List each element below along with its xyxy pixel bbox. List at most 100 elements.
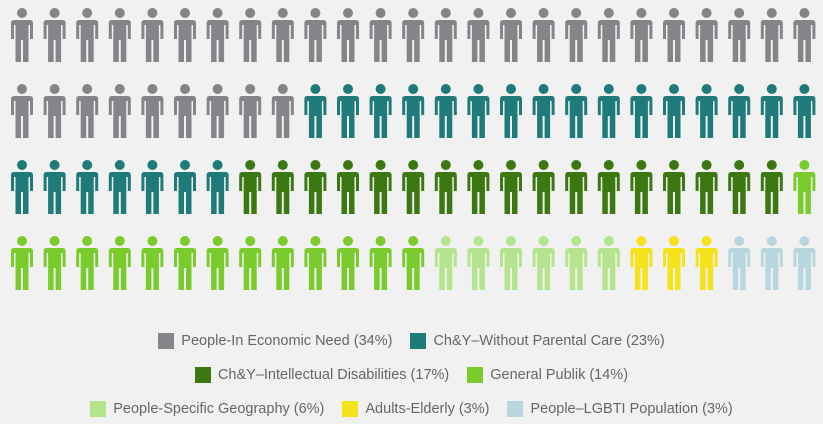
legend-label: People–LGBTI Population [530, 401, 699, 417]
person-icon [434, 84, 457, 138]
person-icon [565, 160, 588, 214]
person-icon [337, 84, 359, 138]
person-icon [304, 160, 327, 214]
person-icon [271, 84, 294, 138]
person-icon [695, 84, 718, 138]
person-icon [174, 84, 196, 138]
person-icon [630, 84, 653, 138]
person-icon [597, 236, 620, 290]
legend-item: Ch&Y–Without Parental Care (23%) [410, 333, 665, 349]
person-icon [532, 236, 555, 290]
person-icon [532, 8, 555, 62]
person-icon [402, 84, 425, 138]
person-icon [402, 160, 425, 214]
person-icon [434, 8, 457, 62]
person-icon [728, 84, 751, 138]
person-icon [43, 160, 66, 214]
person-icon [76, 8, 99, 62]
person-icon [141, 236, 164, 290]
person-icon [793, 236, 816, 290]
person-icon [271, 236, 294, 290]
person-icon [793, 160, 816, 214]
person-icon [467, 236, 490, 290]
legend-percent: (17%) [410, 367, 450, 383]
person-icon [760, 160, 783, 214]
person-icon [500, 8, 522, 62]
legend-percent: (14%) [589, 367, 629, 383]
person-icon [369, 236, 392, 290]
person-icon [141, 8, 164, 62]
person-icon [402, 8, 425, 62]
person-icon [206, 160, 229, 214]
person-icon [630, 236, 653, 290]
legend-label: Ch&Y–Without Parental Care [433, 333, 623, 349]
legend-swatch [90, 401, 107, 417]
person-icon [728, 160, 751, 214]
person-icon [532, 160, 555, 214]
legend-percent: (34%) [353, 333, 393, 349]
person-icon [728, 8, 751, 62]
legend-swatch [507, 401, 524, 417]
person-icon [304, 8, 327, 62]
pictogram-grid [11, 8, 816, 290]
person-icon [369, 84, 392, 138]
person-icon [597, 84, 620, 138]
person-icon [793, 84, 816, 138]
legend-label: Ch&Y–Intellectual Disabilities [217, 367, 407, 383]
person-icon [304, 84, 327, 138]
person-icon [206, 8, 229, 62]
person-icon [76, 84, 99, 138]
person-icon [467, 8, 490, 62]
person-icon [206, 236, 229, 290]
legend-row: People-Specific Geography (6%) Adults-Elde… [0, 401, 823, 417]
person-icon [43, 84, 66, 138]
person-icon [141, 160, 164, 214]
legend-item: People–LGBTI Population (3%) [507, 401, 733, 417]
person-icon [43, 236, 66, 290]
legend-label: People-In Economic Need [181, 333, 350, 349]
legend-percent: (23%) [626, 333, 665, 349]
legend-swatch [467, 367, 484, 383]
legend-swatch [410, 333, 427, 349]
person-icon [304, 236, 327, 290]
person-icon [271, 160, 294, 214]
person-icon [108, 236, 131, 290]
legend-percent: (3%) [702, 401, 733, 417]
legend-percent: (6%) [293, 401, 325, 417]
legend-item: Ch&Y–Intellectual Disabilities (17%) [194, 367, 450, 383]
person-icon [239, 8, 262, 62]
person-icon [434, 236, 457, 290]
person-icon [760, 84, 783, 138]
legend-label: Adults-Elderly [365, 401, 455, 417]
person-icon [565, 236, 588, 290]
person-icon [695, 160, 718, 214]
person-icon [728, 236, 751, 290]
person-icon [467, 84, 490, 138]
person-icon [695, 8, 718, 62]
person-icon [108, 160, 131, 214]
person-icon [11, 84, 33, 138]
person-icon [206, 84, 229, 138]
legend-swatch [158, 333, 175, 349]
person-icon [402, 236, 425, 290]
legend-swatch [342, 401, 359, 417]
person-icon [369, 160, 392, 214]
person-icon [337, 8, 359, 62]
legend-item: General Publik (14%) [467, 367, 628, 383]
person-icon [239, 236, 262, 290]
person-icon [239, 160, 262, 214]
person-icon [108, 84, 131, 138]
legend-item: People-Specific Geography (6%) [90, 401, 324, 417]
person-icon [141, 84, 164, 138]
person-icon [793, 8, 816, 62]
person-icon [337, 160, 359, 214]
person-icon [695, 236, 718, 290]
person-icon [663, 8, 685, 62]
person-icon [11, 8, 33, 62]
person-icon [663, 236, 685, 290]
legend-row: People-In Economic Need (34%) Ch&Y–Without… [0, 333, 823, 349]
person-icon [337, 236, 359, 290]
person-icon [174, 8, 196, 62]
person-icon [43, 8, 66, 62]
person-icon [597, 8, 620, 62]
